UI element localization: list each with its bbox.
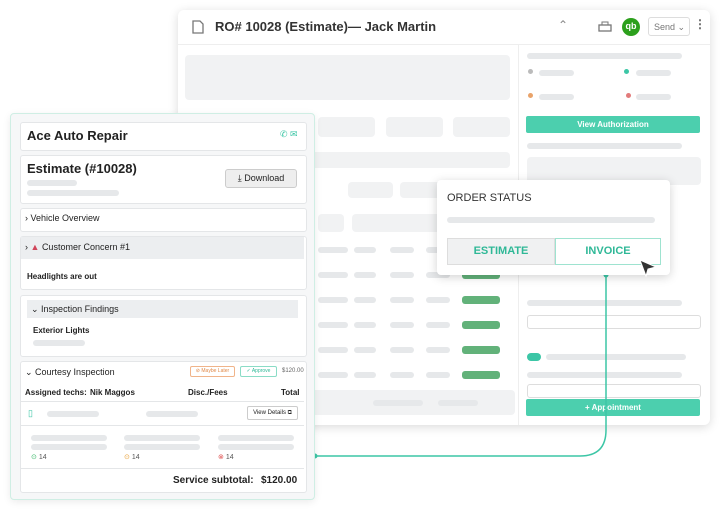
- skeleton: [318, 347, 348, 353]
- findings-label: Inspection Findings: [41, 304, 119, 314]
- fail-count: ⊗ 14: [218, 454, 234, 461]
- status-pill: [462, 346, 500, 354]
- skeleton: [318, 322, 348, 328]
- skeleton: [318, 272, 348, 278]
- maybe-later-button[interactable]: ⊘ Maybe Later: [190, 366, 235, 377]
- skeleton: [318, 247, 348, 253]
- skeleton: [426, 372, 450, 378]
- subtotal-label: Service subtotal:: [173, 475, 254, 486]
- view-authorization-button[interactable]: View Authorization: [526, 116, 700, 133]
- status-pill: [462, 371, 500, 379]
- skeleton: [354, 297, 376, 303]
- skeleton: [354, 247, 376, 253]
- skeleton: [390, 272, 414, 278]
- more-menu[interactable]: ⋮: [694, 17, 706, 31]
- courtesy-label: Courtesy Inspection: [35, 367, 115, 377]
- skeleton: [318, 372, 348, 378]
- count-warn: 14: [131, 454, 140, 461]
- skeleton: [318, 297, 348, 303]
- approve-button[interactable]: ✓ Approve: [240, 366, 277, 377]
- skeleton: [390, 297, 414, 303]
- maybe-later-label: Maybe Later: [201, 368, 230, 374]
- skeleton: [354, 272, 376, 278]
- skeleton: [354, 322, 376, 328]
- skeleton: [426, 347, 450, 353]
- status-pill: [462, 271, 500, 279]
- estimate-tab[interactable]: ESTIMATE: [447, 238, 555, 265]
- warn-count: ⊙ 14: [124, 454, 140, 461]
- header: [178, 10, 710, 45]
- skeleton: [426, 322, 450, 328]
- concern-text: Headlights are out: [27, 272, 97, 281]
- chevron[interactable]: ⌃: [558, 18, 569, 32]
- skeleton: [354, 372, 376, 378]
- doc-icon: [192, 20, 204, 34]
- techs-label: Assigned techs:: [25, 388, 87, 397]
- send-button[interactable]: Send ⌄: [648, 17, 690, 36]
- order-status-popup: ORDER STATUS ESTIMATE INVOICE: [437, 180, 670, 278]
- skeleton: [390, 347, 414, 353]
- concern-label: Customer Concern #1: [41, 242, 130, 252]
- estimate-title: Estimate (#10028): [27, 161, 137, 176]
- vehicle-overview[interactable]: › Vehicle Overview: [25, 213, 100, 223]
- qb-button[interactable]: qb: [622, 18, 640, 36]
- total-label: Total: [281, 388, 300, 397]
- send-label: Send: [654, 22, 676, 32]
- techs: Nik Maggos: [90, 388, 135, 397]
- status-pill: [462, 296, 500, 304]
- view-details-label: View Details: [253, 410, 286, 416]
- file-icon: ▯: [28, 408, 33, 418]
- concern-row[interactable]: › ▲ Customer Concern #1: [25, 242, 130, 252]
- shop-name: Ace Auto Repair: [27, 128, 128, 143]
- invoice-tab[interactable]: INVOICE: [555, 238, 661, 265]
- download-button[interactable]: ⤓ Download: [225, 169, 297, 188]
- courtesy-row[interactable]: ⌄ Courtesy Inspection: [25, 367, 115, 377]
- view-details-button[interactable]: View Details ⧉: [247, 406, 298, 420]
- pass-count: ⊙ 14: [31, 454, 47, 461]
- skeleton: [354, 347, 376, 353]
- count-pass: 14: [38, 454, 47, 461]
- skeleton: [426, 297, 450, 303]
- cursor: [639, 259, 658, 278]
- skeleton: [390, 247, 414, 253]
- subtotal: $120.00: [261, 475, 298, 486]
- price: $120.00: [282, 368, 304, 374]
- skeleton: [426, 272, 450, 278]
- download-label: Download: [244, 173, 285, 183]
- disc-label: Disc./Fees: [188, 388, 228, 397]
- count-fail: 14: [225, 454, 234, 461]
- appointment-button[interactable]: + Appointment: [526, 399, 700, 416]
- status-pill: [462, 321, 500, 329]
- findings-row[interactable]: ⌄ Inspection Findings: [31, 304, 119, 314]
- skeleton: [390, 322, 414, 328]
- approve-label: Approve: [251, 368, 271, 374]
- window-title: RO# 10028 (Estimate)— Jack Martin: [215, 19, 437, 34]
- vehicle-overview-label: Vehicle Overview: [30, 213, 100, 223]
- contact-icons[interactable]: ✆ ✉: [280, 129, 298, 139]
- findings-item: Exterior Lights: [33, 326, 90, 335]
- skeleton: [390, 372, 414, 378]
- order-status-title: ORDER STATUS: [447, 192, 532, 204]
- print-icon[interactable]: [598, 21, 612, 34]
